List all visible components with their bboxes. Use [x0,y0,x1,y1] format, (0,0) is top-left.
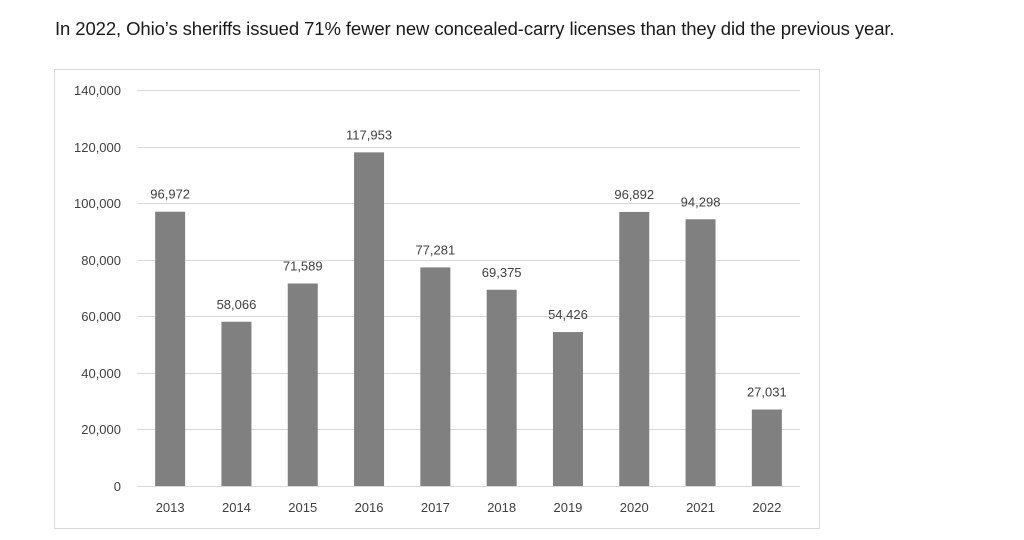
y-tick-label: 100,000 [74,196,121,211]
bar-2019 [552,332,583,486]
bar-2022 [751,409,782,486]
x-tick-label: 2014 [222,500,251,515]
data-label: 71,589 [283,259,323,274]
bar-2013 [155,211,186,487]
data-label: 96,892 [614,187,654,202]
y-axis-ticks: 0 20,000 40,000 60,000 80,000 100,000 120,000 1… [74,83,121,494]
y-tick-label: 0 [114,479,121,494]
bars [155,152,782,487]
bar-2018 [486,289,517,486]
data-label: 77,281 [415,242,455,257]
bar-2020 [619,211,650,486]
bar-2014 [221,321,252,486]
y-tick-label: 140,000 [74,83,121,98]
data-label: 94,298 [681,194,721,209]
x-tick-label: 2016 [355,500,384,515]
x-axis-labels: 2013 2014 2015 2016 2017 2018 2019 2020 2021 2022 [156,500,782,515]
y-tick-label: 40,000 [81,366,121,381]
y-tick-label: 120,000 [74,140,121,155]
x-tick-label: 2015 [288,500,317,515]
x-tick-label: 2013 [156,500,185,515]
x-tick-label: 2020 [620,500,649,515]
x-tick-label: 2018 [487,500,516,515]
data-labels: 96,972 58,066 71,589 117,953 77,281 69,375 54,… [150,127,786,399]
chart-headline: In 2022, Ohio’s sheriffs issued 71% fewe… [55,18,895,39]
x-tick-label: 2017 [421,500,450,515]
x-tick-label: 2022 [752,500,781,515]
data-label: 96,972 [150,187,190,202]
x-tick-label: 2021 [686,500,715,515]
y-tick-label: 20,000 [81,422,121,437]
data-label: 54,426 [548,307,588,322]
y-tick-label: 60,000 [81,309,121,324]
y-tick-label: 80,000 [81,253,121,268]
data-label: 69,375 [482,265,522,280]
bar-2015 [287,283,318,486]
bar-2021 [685,219,716,487]
bar-2017 [420,267,451,486]
x-tick-label: 2019 [553,500,582,515]
data-label: 58,066 [217,297,257,312]
data-label: 117,953 [346,127,392,142]
data-label: 27,031 [747,385,787,400]
bar-2016 [354,152,385,486]
